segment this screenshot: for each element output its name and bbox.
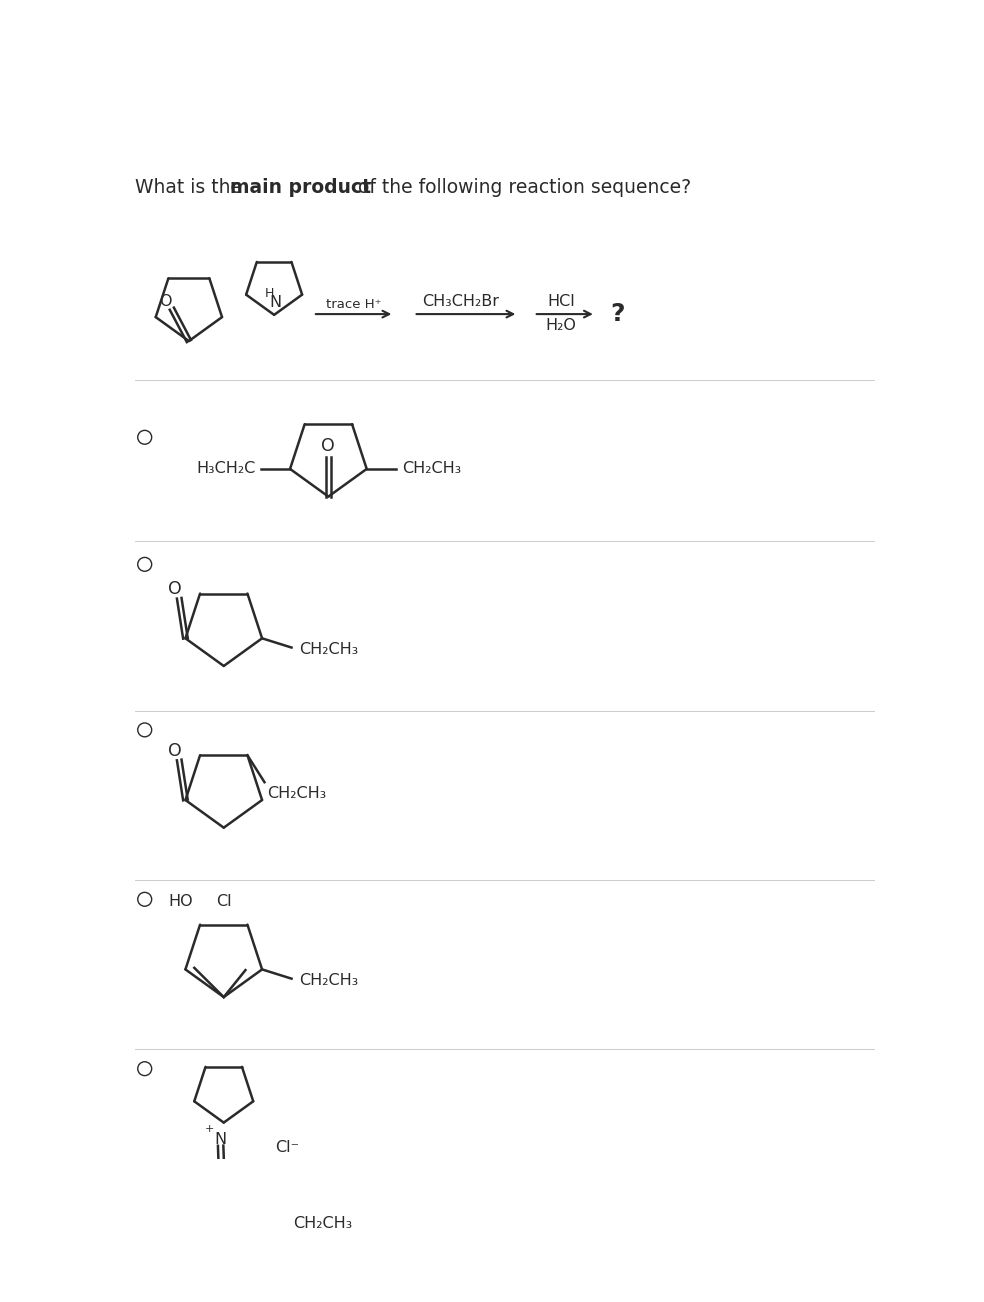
Text: N: N	[270, 296, 281, 310]
Text: O: O	[168, 742, 182, 760]
Text: main product: main product	[230, 178, 371, 197]
Text: CH₃CH₂Br: CH₃CH₂Br	[421, 293, 499, 309]
Text: CH₂CH₃: CH₂CH₃	[299, 642, 358, 658]
Text: H: H	[265, 286, 275, 299]
Text: N: N	[215, 1131, 226, 1147]
Text: CH₂CH₃: CH₂CH₃	[402, 461, 461, 477]
Text: HCl: HCl	[547, 293, 575, 309]
Text: Cl: Cl	[216, 894, 231, 909]
Text: CH₂CH₃: CH₂CH₃	[293, 1216, 352, 1230]
Text: H₂O: H₂O	[545, 318, 577, 333]
Text: HO: HO	[168, 894, 193, 909]
Text: CH₂CH₃: CH₂CH₃	[268, 786, 327, 801]
Text: +: +	[205, 1124, 215, 1134]
Text: H₃CH₂C: H₃CH₂C	[197, 461, 256, 477]
Text: trace H⁺: trace H⁺	[327, 298, 382, 311]
Text: of the following reaction sequence?: of the following reaction sequence?	[352, 178, 692, 197]
Text: Cl⁻: Cl⁻	[275, 1139, 299, 1155]
Text: O: O	[322, 436, 336, 454]
Text: ?: ?	[610, 302, 625, 326]
Text: O: O	[159, 293, 172, 309]
Text: O: O	[168, 579, 182, 598]
Text: CH₂CH₃: CH₂CH₃	[299, 974, 358, 988]
Text: What is the: What is the	[135, 178, 248, 197]
